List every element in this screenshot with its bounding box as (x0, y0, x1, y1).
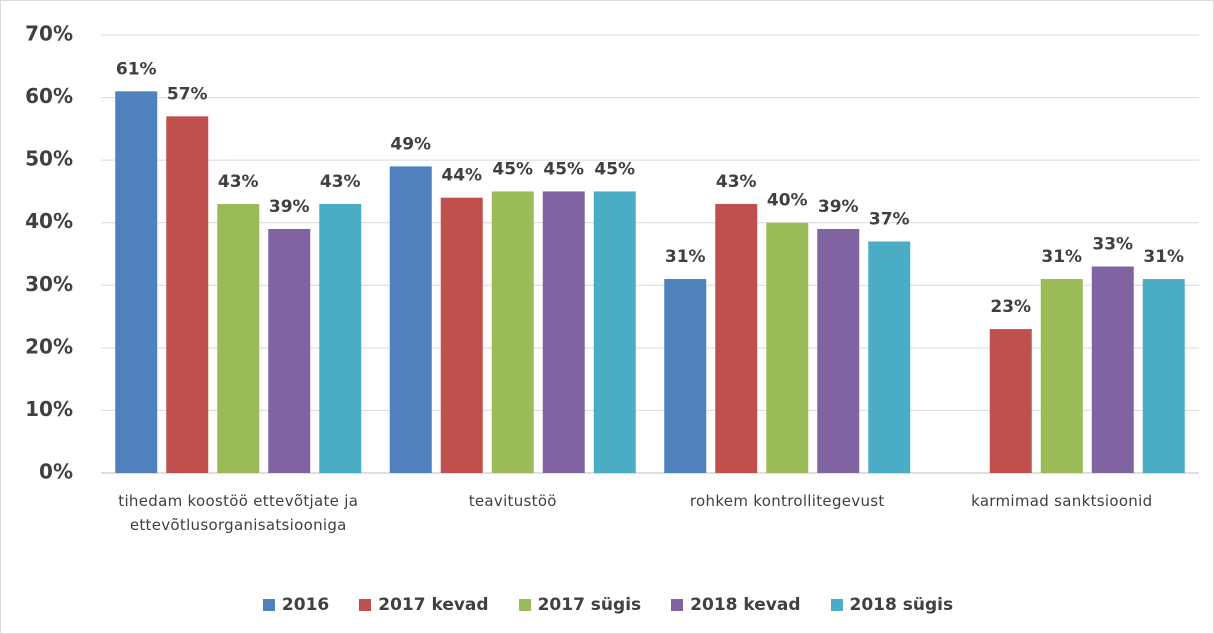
legend-item: 2017 sügis (518, 595, 642, 615)
data-label: 61% (116, 59, 157, 79)
data-label: 31% (1041, 247, 1082, 267)
x-tick-label: karmimad sanktsioonid (971, 492, 1153, 510)
y-tick-label: 20% (25, 334, 73, 358)
legend-label: 2016 (281, 595, 330, 615)
bar (1142, 279, 1185, 473)
data-label: 33% (1092, 235, 1133, 255)
bar (593, 191, 636, 473)
bar (664, 279, 707, 473)
y-tick-label: 10% (25, 397, 73, 421)
bar (115, 91, 158, 474)
data-label: 40% (767, 191, 808, 211)
x-tick-label: tihedam koostöö ettevõtjate ja ettevõtlu… (118, 492, 359, 534)
bar (989, 329, 1032, 473)
y-tick-label: 50% (25, 147, 73, 171)
x-tick-label: teavitustöö (468, 492, 557, 510)
x-tick-label: rohkem kontrollitegevust (689, 492, 885, 510)
data-label: 43% (218, 172, 259, 192)
legend-item: 2017 kevad (359, 595, 489, 615)
bar (217, 203, 260, 473)
legend-item: 2016 (262, 595, 330, 615)
bar (715, 203, 758, 473)
bar (1040, 279, 1083, 473)
bar (440, 197, 483, 473)
legend-label: 2017 kevad (378, 595, 489, 615)
data-label: 43% (716, 172, 757, 192)
bar (817, 228, 860, 473)
bar (491, 191, 534, 473)
data-label: 39% (818, 197, 859, 217)
bar (268, 228, 311, 473)
bar (166, 116, 209, 473)
data-label: 37% (869, 209, 910, 229)
data-label: 31% (1143, 247, 1184, 267)
data-label: 43% (320, 172, 361, 192)
y-tick-label: 30% (25, 272, 73, 296)
bar (319, 203, 362, 473)
data-label: 49% (390, 134, 431, 154)
bar (868, 241, 911, 473)
legend: 2016 2017 kevad 2017 sügis 2018 kevad 2018 s… (1, 595, 1213, 615)
y-tick-label: 60% (25, 84, 73, 108)
y-tick-label: 0% (39, 460, 73, 484)
data-label: 23% (990, 297, 1031, 317)
y-tick-label: 70% (25, 22, 73, 46)
legend-item: 2018 kevad (671, 595, 801, 615)
bar (766, 222, 809, 473)
data-label: 31% (665, 247, 706, 267)
legend-swatch (671, 599, 684, 611)
legend-label: 2018 kevad (690, 595, 801, 615)
bar (389, 166, 432, 473)
legend-swatch (359, 599, 372, 611)
legend-swatch (830, 599, 843, 611)
data-label: 45% (594, 159, 635, 179)
legend-label: 2017 sügis (537, 595, 642, 615)
legend-swatch (262, 599, 275, 611)
y-tick-label: 40% (25, 209, 73, 233)
data-label: 39% (269, 197, 310, 217)
data-label: 44% (441, 166, 482, 186)
data-label: 57% (167, 84, 208, 104)
legend-item: 2018 sügis (830, 595, 954, 615)
data-label: 45% (492, 159, 533, 179)
legend-label: 2018 sügis (849, 595, 954, 615)
bar (542, 191, 585, 473)
legend-swatch (518, 599, 531, 611)
bar (1091, 266, 1134, 473)
data-label: 45% (543, 159, 584, 179)
